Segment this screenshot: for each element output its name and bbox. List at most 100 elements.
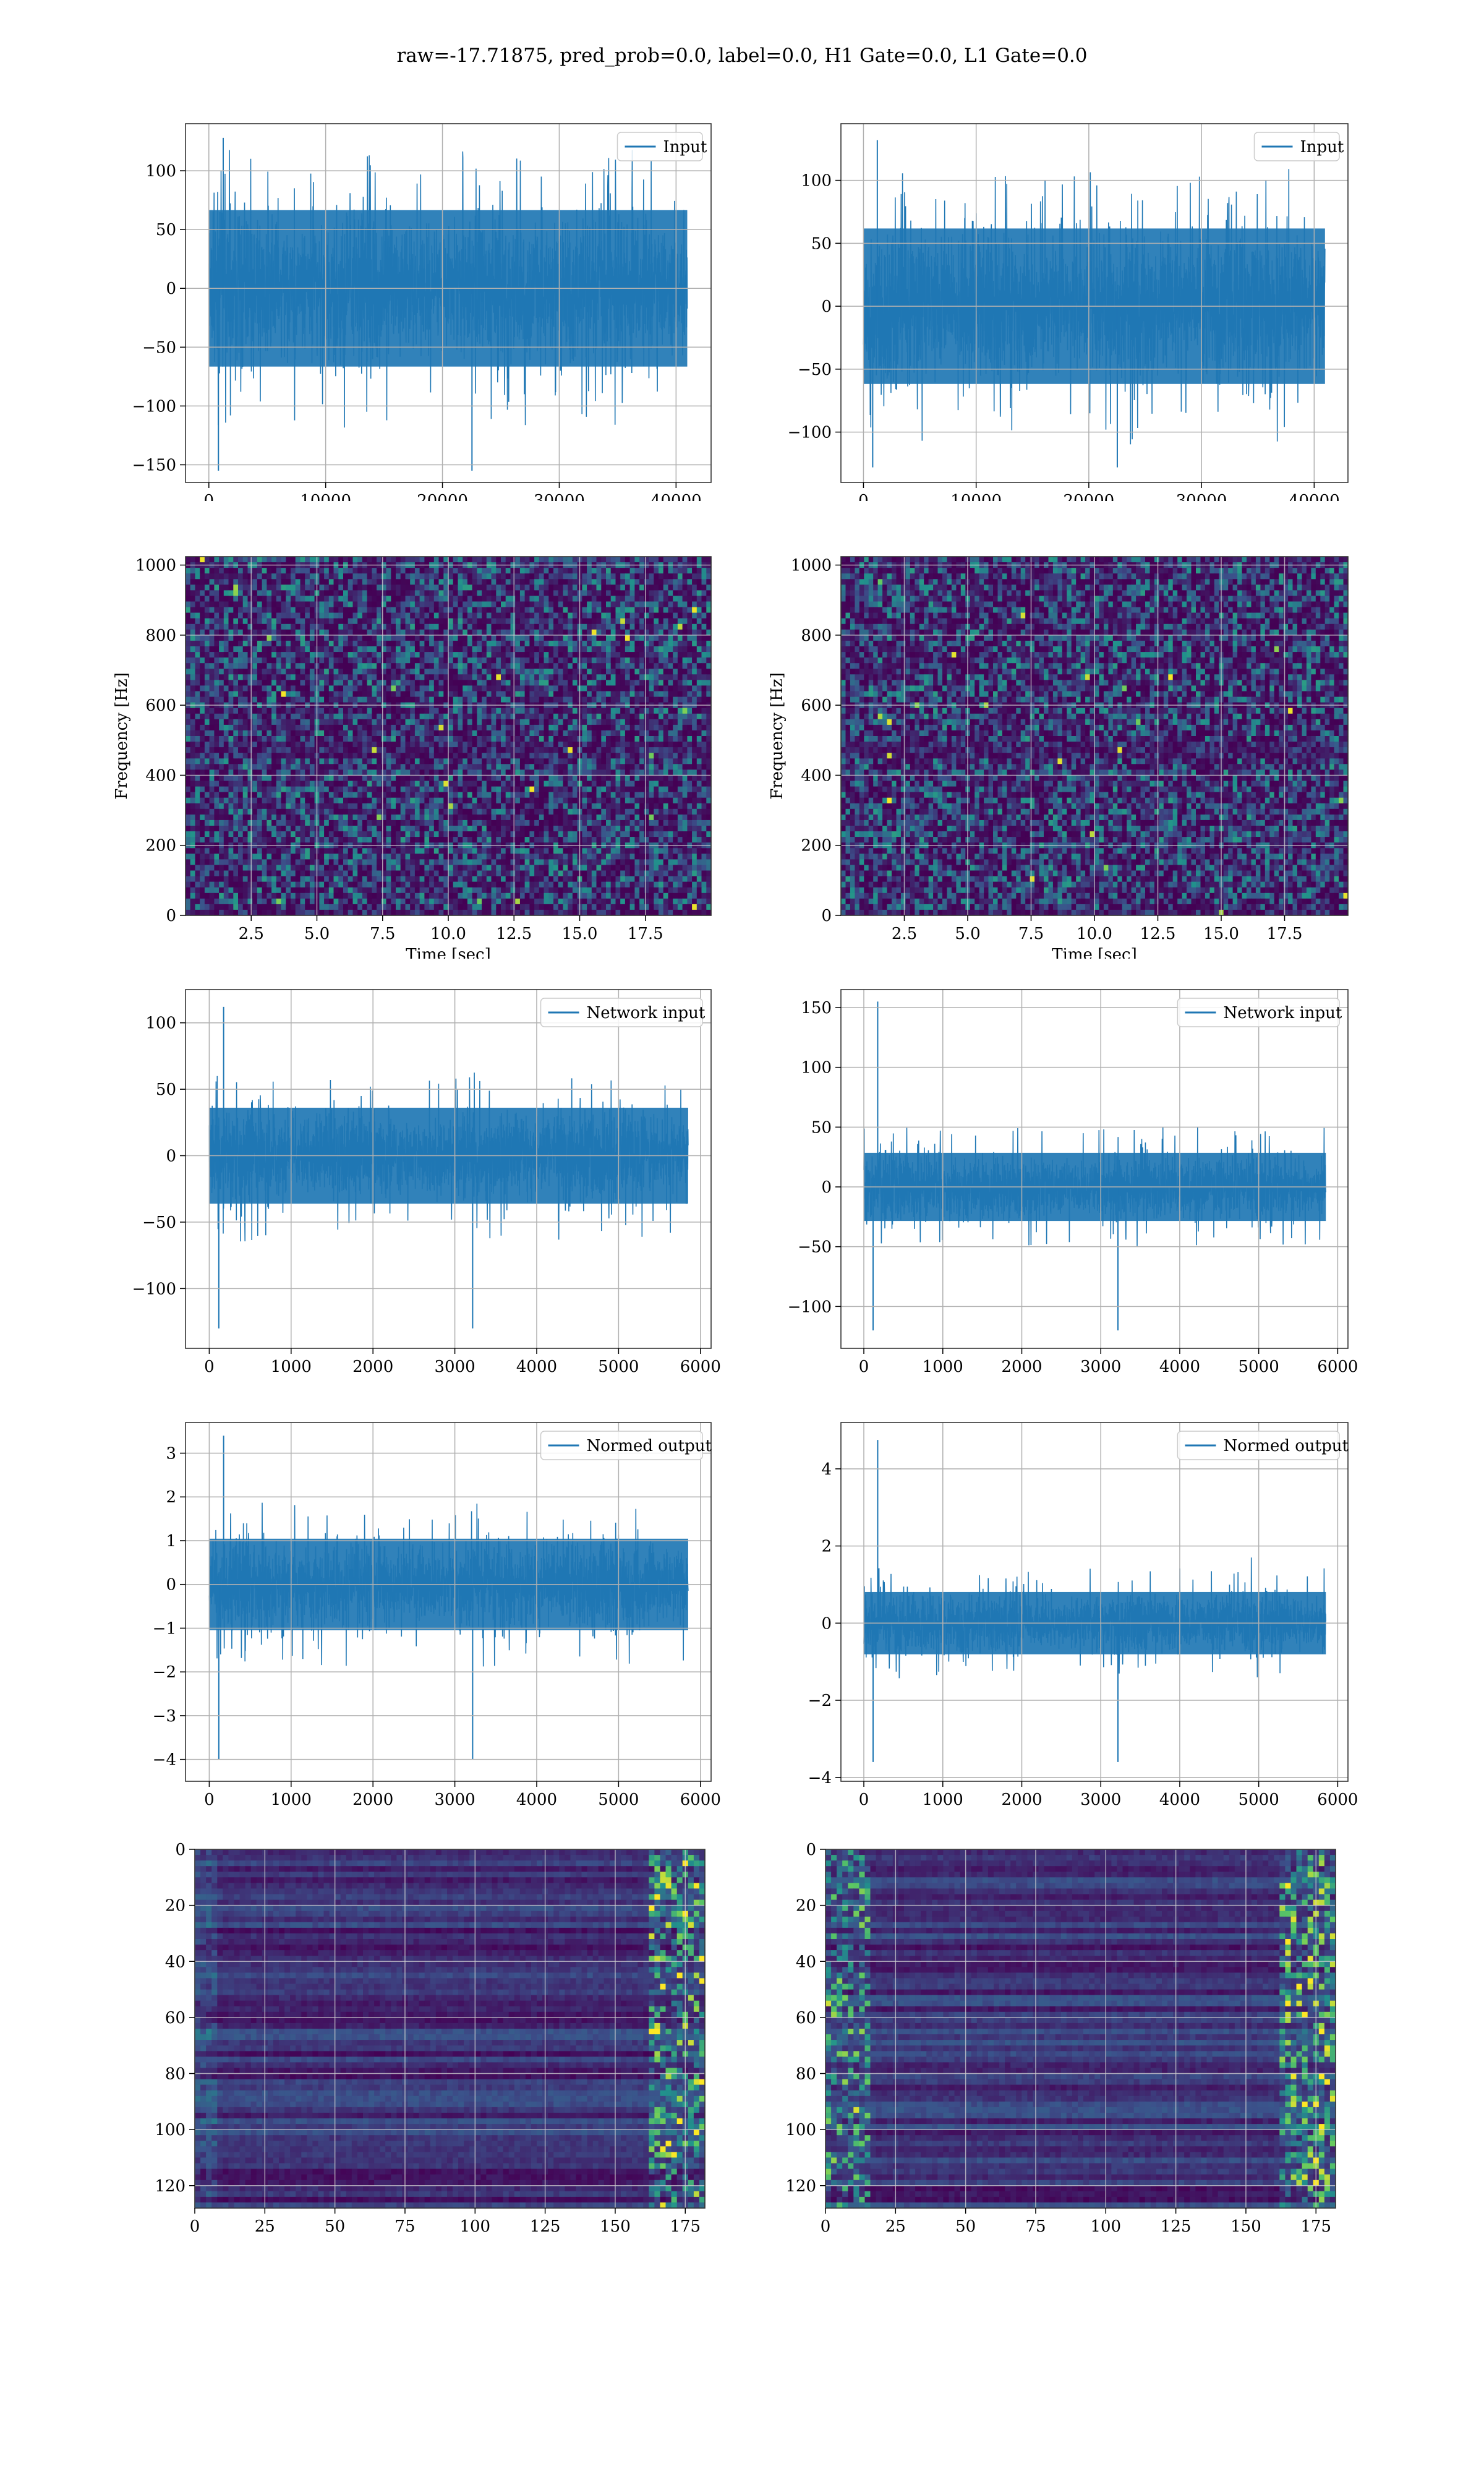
spectrogram-cell xyxy=(448,652,454,658)
spectrogram-cell xyxy=(524,623,530,630)
spectrogram-cell xyxy=(238,803,244,810)
spectrogram-cell xyxy=(286,764,291,770)
spectrogram-cell xyxy=(463,657,468,664)
spectrogram-cell xyxy=(639,657,645,664)
spectrogram-cell xyxy=(644,674,650,680)
spectrogram-cell xyxy=(400,557,406,563)
spectrogram-cell xyxy=(381,769,387,776)
spectrogram-cell xyxy=(247,646,253,653)
spectrogram-cell xyxy=(242,713,248,720)
spectrogram-cell xyxy=(357,719,363,726)
spectrogram-cell xyxy=(501,747,506,753)
spectrogram-cell xyxy=(424,747,430,753)
spectrogram-cell xyxy=(433,584,440,591)
spectrogram-cell xyxy=(534,579,540,585)
spectrogram-cell xyxy=(429,669,435,675)
spectrogram-cell xyxy=(386,646,391,653)
spectrogram-cell xyxy=(204,618,210,625)
spectrogram-cell xyxy=(209,724,215,731)
spectrogram-cell xyxy=(319,708,325,714)
spectrogram-cell xyxy=(563,764,568,770)
spectrogram-cell xyxy=(458,601,463,608)
spectrogram-cell xyxy=(524,713,530,720)
spectrogram-cell xyxy=(396,623,401,630)
spectrogram-cell xyxy=(214,635,220,641)
spectrogram-cell xyxy=(587,680,592,687)
spectrogram-cell xyxy=(348,696,353,703)
spectrogram-cell xyxy=(396,629,401,636)
spectrogram-cell xyxy=(357,753,363,759)
spectrogram-cell xyxy=(209,769,215,776)
spectrogram-cell xyxy=(324,719,330,726)
spectrogram-cell xyxy=(391,596,396,602)
spectrogram-cell xyxy=(472,557,477,563)
spectrogram-cell xyxy=(262,669,267,675)
spectrogram-cell xyxy=(606,792,612,798)
spectrogram-cell xyxy=(291,786,296,793)
spectrogram-cell xyxy=(563,669,568,675)
spectrogram-cell xyxy=(572,612,578,619)
spectrogram-cell xyxy=(276,803,282,810)
y-tick-label: −100 xyxy=(788,424,832,442)
spectrogram-cell xyxy=(396,657,401,664)
spectrogram-cell xyxy=(687,635,693,641)
spectrogram-cell xyxy=(443,742,449,748)
spectrogram-cell xyxy=(386,590,391,597)
spectrogram-cell xyxy=(419,742,425,748)
spectrogram-cell xyxy=(496,797,501,804)
spectrogram-cell xyxy=(610,696,616,703)
spectrogram-cell xyxy=(357,623,363,630)
spectrogram-cell xyxy=(591,753,597,759)
spectrogram-cell xyxy=(223,669,229,675)
spectrogram-cell xyxy=(477,685,482,692)
spectrogram-cell xyxy=(654,584,659,591)
spectrogram-cell xyxy=(448,736,454,742)
spectrogram-cell xyxy=(204,646,210,653)
spectrogram-cell xyxy=(668,623,673,630)
spectrogram-cell xyxy=(644,623,650,630)
spectrogram-cell xyxy=(238,730,244,737)
spectrogram-cell xyxy=(558,781,563,787)
spectrogram-cell xyxy=(472,719,477,726)
spectrogram-cell xyxy=(673,629,678,636)
spectrogram-cell xyxy=(639,769,645,776)
spectrogram-cell xyxy=(343,753,349,759)
spectrogram-cell xyxy=(491,724,497,731)
spectrogram-cell xyxy=(219,691,224,698)
spectrogram-cell xyxy=(534,590,540,597)
spectrogram-cell xyxy=(448,579,454,585)
spectrogram-cell xyxy=(352,568,358,574)
spectrogram-cell xyxy=(534,623,540,630)
spectrogram-cell xyxy=(381,691,387,698)
spectrogram-cell xyxy=(223,719,229,726)
spectrogram-cell xyxy=(400,663,406,669)
spectrogram-cell xyxy=(448,753,454,759)
spectrogram-cell xyxy=(195,669,200,675)
spectrogram-cell xyxy=(362,680,368,687)
spectrogram-cell xyxy=(233,742,239,748)
spectrogram-cell xyxy=(377,685,382,692)
spectrogram-cell xyxy=(558,612,563,619)
spectrogram-cell xyxy=(247,680,253,687)
spectrogram-cell xyxy=(223,573,229,580)
spectrogram-cell xyxy=(663,753,668,759)
spectrogram-cell xyxy=(405,584,411,591)
spectrogram-cell xyxy=(276,579,282,585)
spectrogram-cell xyxy=(639,713,645,720)
spectrogram-cell xyxy=(463,719,468,726)
spectrogram-cell xyxy=(482,708,487,714)
spectrogram-cell xyxy=(410,590,416,597)
spectrogram-cell xyxy=(338,674,344,680)
spectrogram-cell xyxy=(544,753,549,759)
spectrogram-cell xyxy=(333,758,339,764)
spectrogram-cell xyxy=(295,635,301,641)
spectrogram-cell xyxy=(204,640,210,647)
spectrogram-cell xyxy=(400,736,406,742)
spectrogram-cell xyxy=(209,640,215,647)
spectrogram-cell xyxy=(252,657,258,664)
spectrogram-cell xyxy=(458,663,463,669)
spectrogram-cell xyxy=(343,557,349,563)
spectrogram-cell xyxy=(433,753,440,759)
spectrogram-cell xyxy=(591,786,597,793)
spectrogram-cell xyxy=(558,730,563,737)
